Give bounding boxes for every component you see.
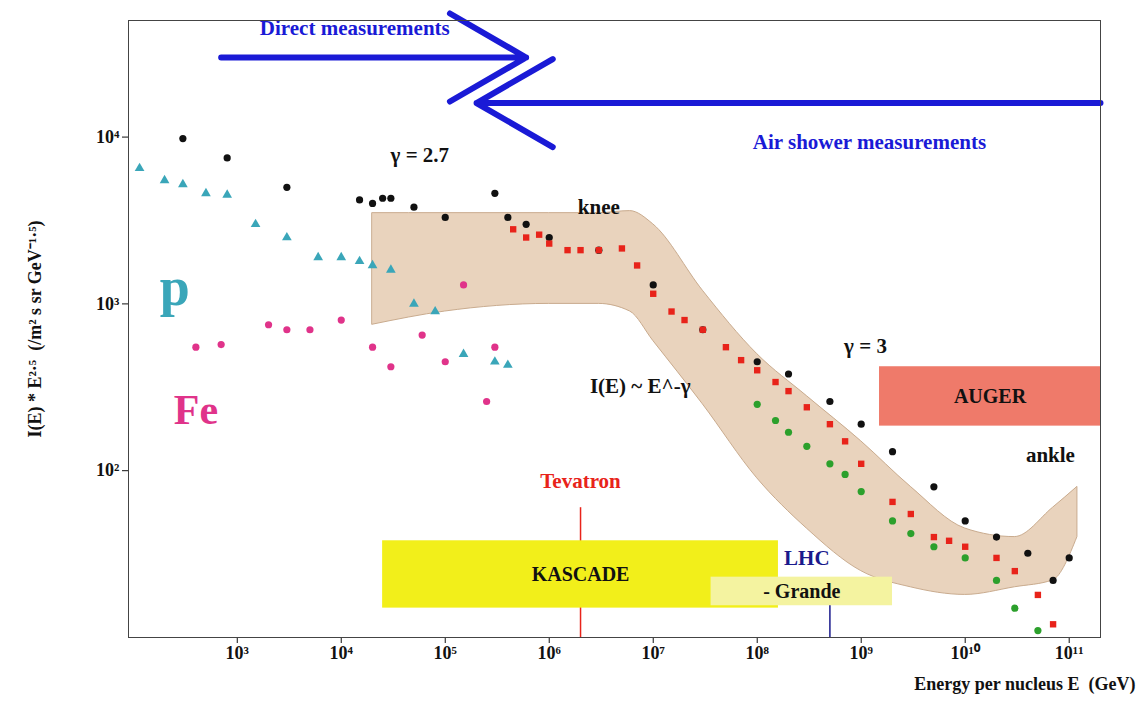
- svg-text:10¹⁰: 10¹⁰: [950, 643, 980, 663]
- svg-text:10¹¹: 10¹¹: [1055, 643, 1084, 663]
- svg-text:Tevatron: Tevatron: [540, 469, 621, 493]
- svg-text:Air shower measurements: Air shower measurements: [753, 130, 986, 154]
- svg-text:10⁴: 10⁴: [96, 127, 120, 147]
- svg-text:I(E) ~ E^-γ: I(E) ~ E^-γ: [590, 374, 691, 398]
- svg-text:10⁷: 10⁷: [642, 643, 666, 663]
- svg-text:10⁸: 10⁸: [746, 643, 770, 663]
- svg-text:10²: 10²: [96, 460, 119, 480]
- svg-text:10³: 10³: [226, 643, 250, 663]
- svg-text:10⁵: 10⁵: [434, 643, 458, 663]
- svg-text:- Grande: - Grande: [763, 580, 840, 602]
- svg-text:ankle: ankle: [1026, 443, 1075, 467]
- svg-text:Direct measurements: Direct measurements: [260, 16, 450, 40]
- svg-text:p: p: [160, 257, 190, 317]
- svg-text:10⁴: 10⁴: [330, 643, 354, 663]
- svg-text:knee: knee: [578, 195, 620, 219]
- svg-text:10⁶: 10⁶: [538, 643, 562, 663]
- svg-text:10³: 10³: [96, 294, 120, 314]
- svg-text:AUGER: AUGER: [954, 385, 1027, 407]
- svg-text:KASCADE: KASCADE: [532, 563, 630, 585]
- svg-text:γ = 2.7: γ = 2.7: [390, 143, 450, 167]
- svg-text:I(E) * E²·⁵ (/m² s sr GeV⁻¹·⁵: I(E) * E²·⁵ (/m² s sr GeV⁻¹·⁵): [25, 220, 46, 437]
- svg-text:10⁹: 10⁹: [850, 643, 874, 663]
- svg-text:γ = 3: γ = 3: [843, 334, 887, 358]
- svg-text:LHC: LHC: [784, 546, 830, 570]
- svg-text:Energy per nucleus E (GeV): Energy per nucleus E (GeV): [914, 674, 1135, 695]
- svg-text:Fe: Fe: [174, 387, 218, 433]
